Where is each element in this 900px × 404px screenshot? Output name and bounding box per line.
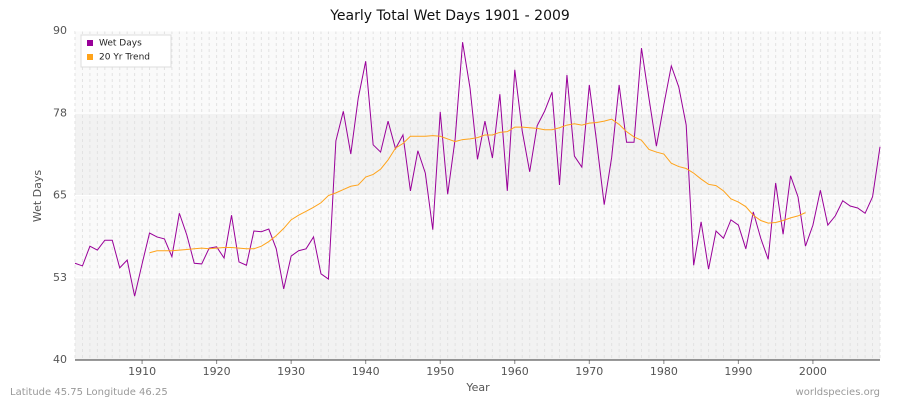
x-tick-label: 1940 — [352, 365, 380, 378]
x-tick-label: 1960 — [501, 365, 529, 378]
x-axis-label: Year — [465, 381, 490, 394]
y-tick-label: 65 — [53, 189, 67, 202]
x-tick-label: 1910 — [128, 365, 156, 378]
legend-label: Wet Days — [99, 39, 142, 49]
legend-swatch — [87, 40, 93, 46]
footer-right: worldspecies.org — [796, 387, 880, 398]
x-tick-label: 1970 — [575, 365, 603, 378]
x-tick-label: 1980 — [650, 365, 678, 378]
legend-box — [80, 34, 172, 68]
x-tick-label: 1990 — [724, 365, 752, 378]
x-tick-label: 2000 — [799, 365, 827, 378]
y-axis-label: Wet Days — [31, 170, 44, 223]
series-line — [74, 42, 881, 297]
y-tick-label: 53 — [53, 271, 67, 284]
chart-title: Yearly Total Wet Days 1901 - 2009 — [329, 8, 570, 24]
x-tick-label: 1920 — [203, 365, 231, 378]
x-tick-label: 1930 — [277, 365, 305, 378]
y-tick-label: 40 — [53, 353, 67, 366]
series-line — [149, 118, 806, 254]
legend-swatch — [87, 54, 93, 60]
y-tick-label: 78 — [53, 106, 67, 119]
legend-label: 20 Yr Trend — [99, 53, 150, 63]
x-tick-label: 1950 — [426, 365, 454, 378]
y-tick-label: 90 — [53, 24, 67, 37]
footer-left: Latitude 45.75 Longitude 46.25 — [10, 387, 168, 398]
